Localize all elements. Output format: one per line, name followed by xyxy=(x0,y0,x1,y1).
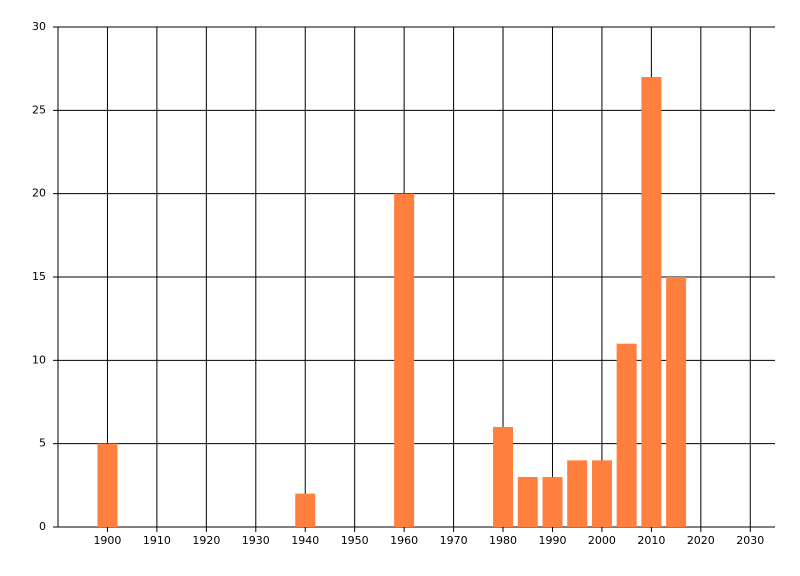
x-tick-label: 2000 xyxy=(588,534,616,547)
x-tick-label: 1990 xyxy=(538,534,566,547)
x-tick-label: 1940 xyxy=(291,534,319,547)
bar xyxy=(394,193,415,527)
x-tick-label: 1970 xyxy=(440,534,468,547)
bar xyxy=(616,343,637,527)
x-tick-label: 1900 xyxy=(93,534,121,547)
x-tick-label: 1910 xyxy=(143,534,171,547)
y-tick-label: 25 xyxy=(32,103,46,116)
x-tick-label: 1960 xyxy=(390,534,418,547)
bar xyxy=(97,443,118,527)
bar xyxy=(591,460,612,527)
x-tick-label: 1930 xyxy=(242,534,270,547)
bar xyxy=(517,477,538,527)
bar xyxy=(295,493,316,527)
x-tick-label: 1980 xyxy=(489,534,517,547)
x-tick-label: 2030 xyxy=(736,534,764,547)
y-tick-label: 30 xyxy=(32,20,46,33)
x-tick-label: 1950 xyxy=(341,534,369,547)
bar xyxy=(542,477,563,527)
bar xyxy=(567,460,588,527)
bar xyxy=(641,77,662,527)
x-tick-label: 1920 xyxy=(192,534,220,547)
y-tick-label: 10 xyxy=(32,353,46,366)
bar xyxy=(666,277,687,527)
x-tick-label: 2010 xyxy=(637,534,665,547)
x-tick-label: 2020 xyxy=(687,534,715,547)
y-tick-label: 5 xyxy=(39,437,46,450)
y-tick-label: 15 xyxy=(32,270,46,283)
y-tick-label: 20 xyxy=(32,187,46,200)
bar xyxy=(493,427,514,527)
y-tick-label: 0 xyxy=(39,520,46,533)
